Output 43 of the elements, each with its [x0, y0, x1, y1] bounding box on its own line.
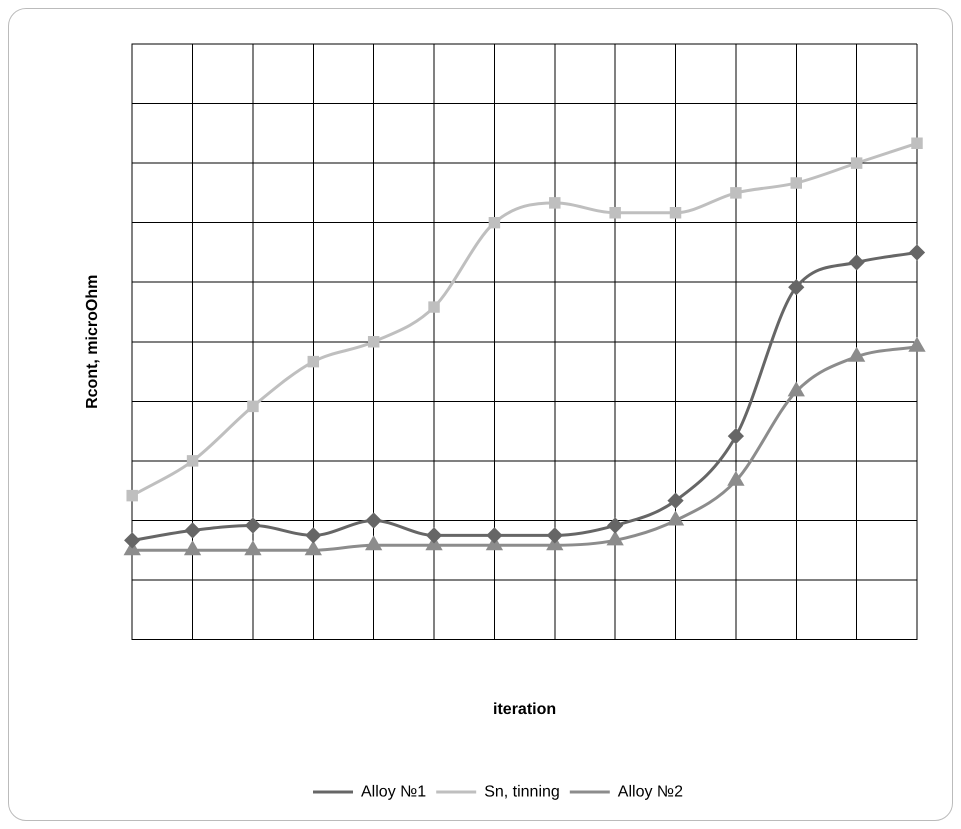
point — [670, 207, 682, 218]
legend-label: Sn, tinning — [484, 783, 560, 800]
point — [185, 522, 200, 538]
point — [488, 216, 500, 228]
y-axis-title: Rcont, microOhm — [84, 274, 102, 409]
point — [668, 512, 684, 526]
point — [608, 518, 623, 533]
point — [788, 382, 804, 396]
point — [245, 518, 260, 533]
point — [549, 197, 561, 209]
point — [849, 348, 864, 362]
point — [428, 301, 440, 313]
point — [911, 138, 923, 150]
point — [486, 528, 502, 543]
point — [366, 536, 382, 550]
point — [849, 254, 864, 270]
point — [668, 493, 684, 508]
point — [306, 528, 321, 543]
point — [730, 187, 742, 199]
legend-label: Alloy №2 — [618, 783, 684, 800]
point — [910, 244, 924, 260]
point — [728, 428, 744, 444]
point — [186, 455, 198, 467]
point — [547, 528, 562, 543]
x-axis-title: iteration — [493, 700, 556, 718]
point — [608, 532, 623, 546]
point — [426, 528, 442, 543]
point — [245, 542, 260, 556]
point — [126, 490, 138, 502]
point — [850, 157, 862, 169]
point — [788, 280, 804, 295]
point — [368, 336, 380, 348]
point — [247, 400, 259, 412]
point — [306, 542, 321, 556]
point — [185, 542, 200, 556]
point — [728, 472, 744, 486]
point — [790, 177, 802, 189]
point — [124, 532, 140, 548]
legend-label: Alloy №1 — [361, 783, 426, 800]
point — [609, 207, 621, 218]
point — [366, 512, 382, 528]
point — [909, 338, 925, 352]
point — [308, 356, 320, 368]
